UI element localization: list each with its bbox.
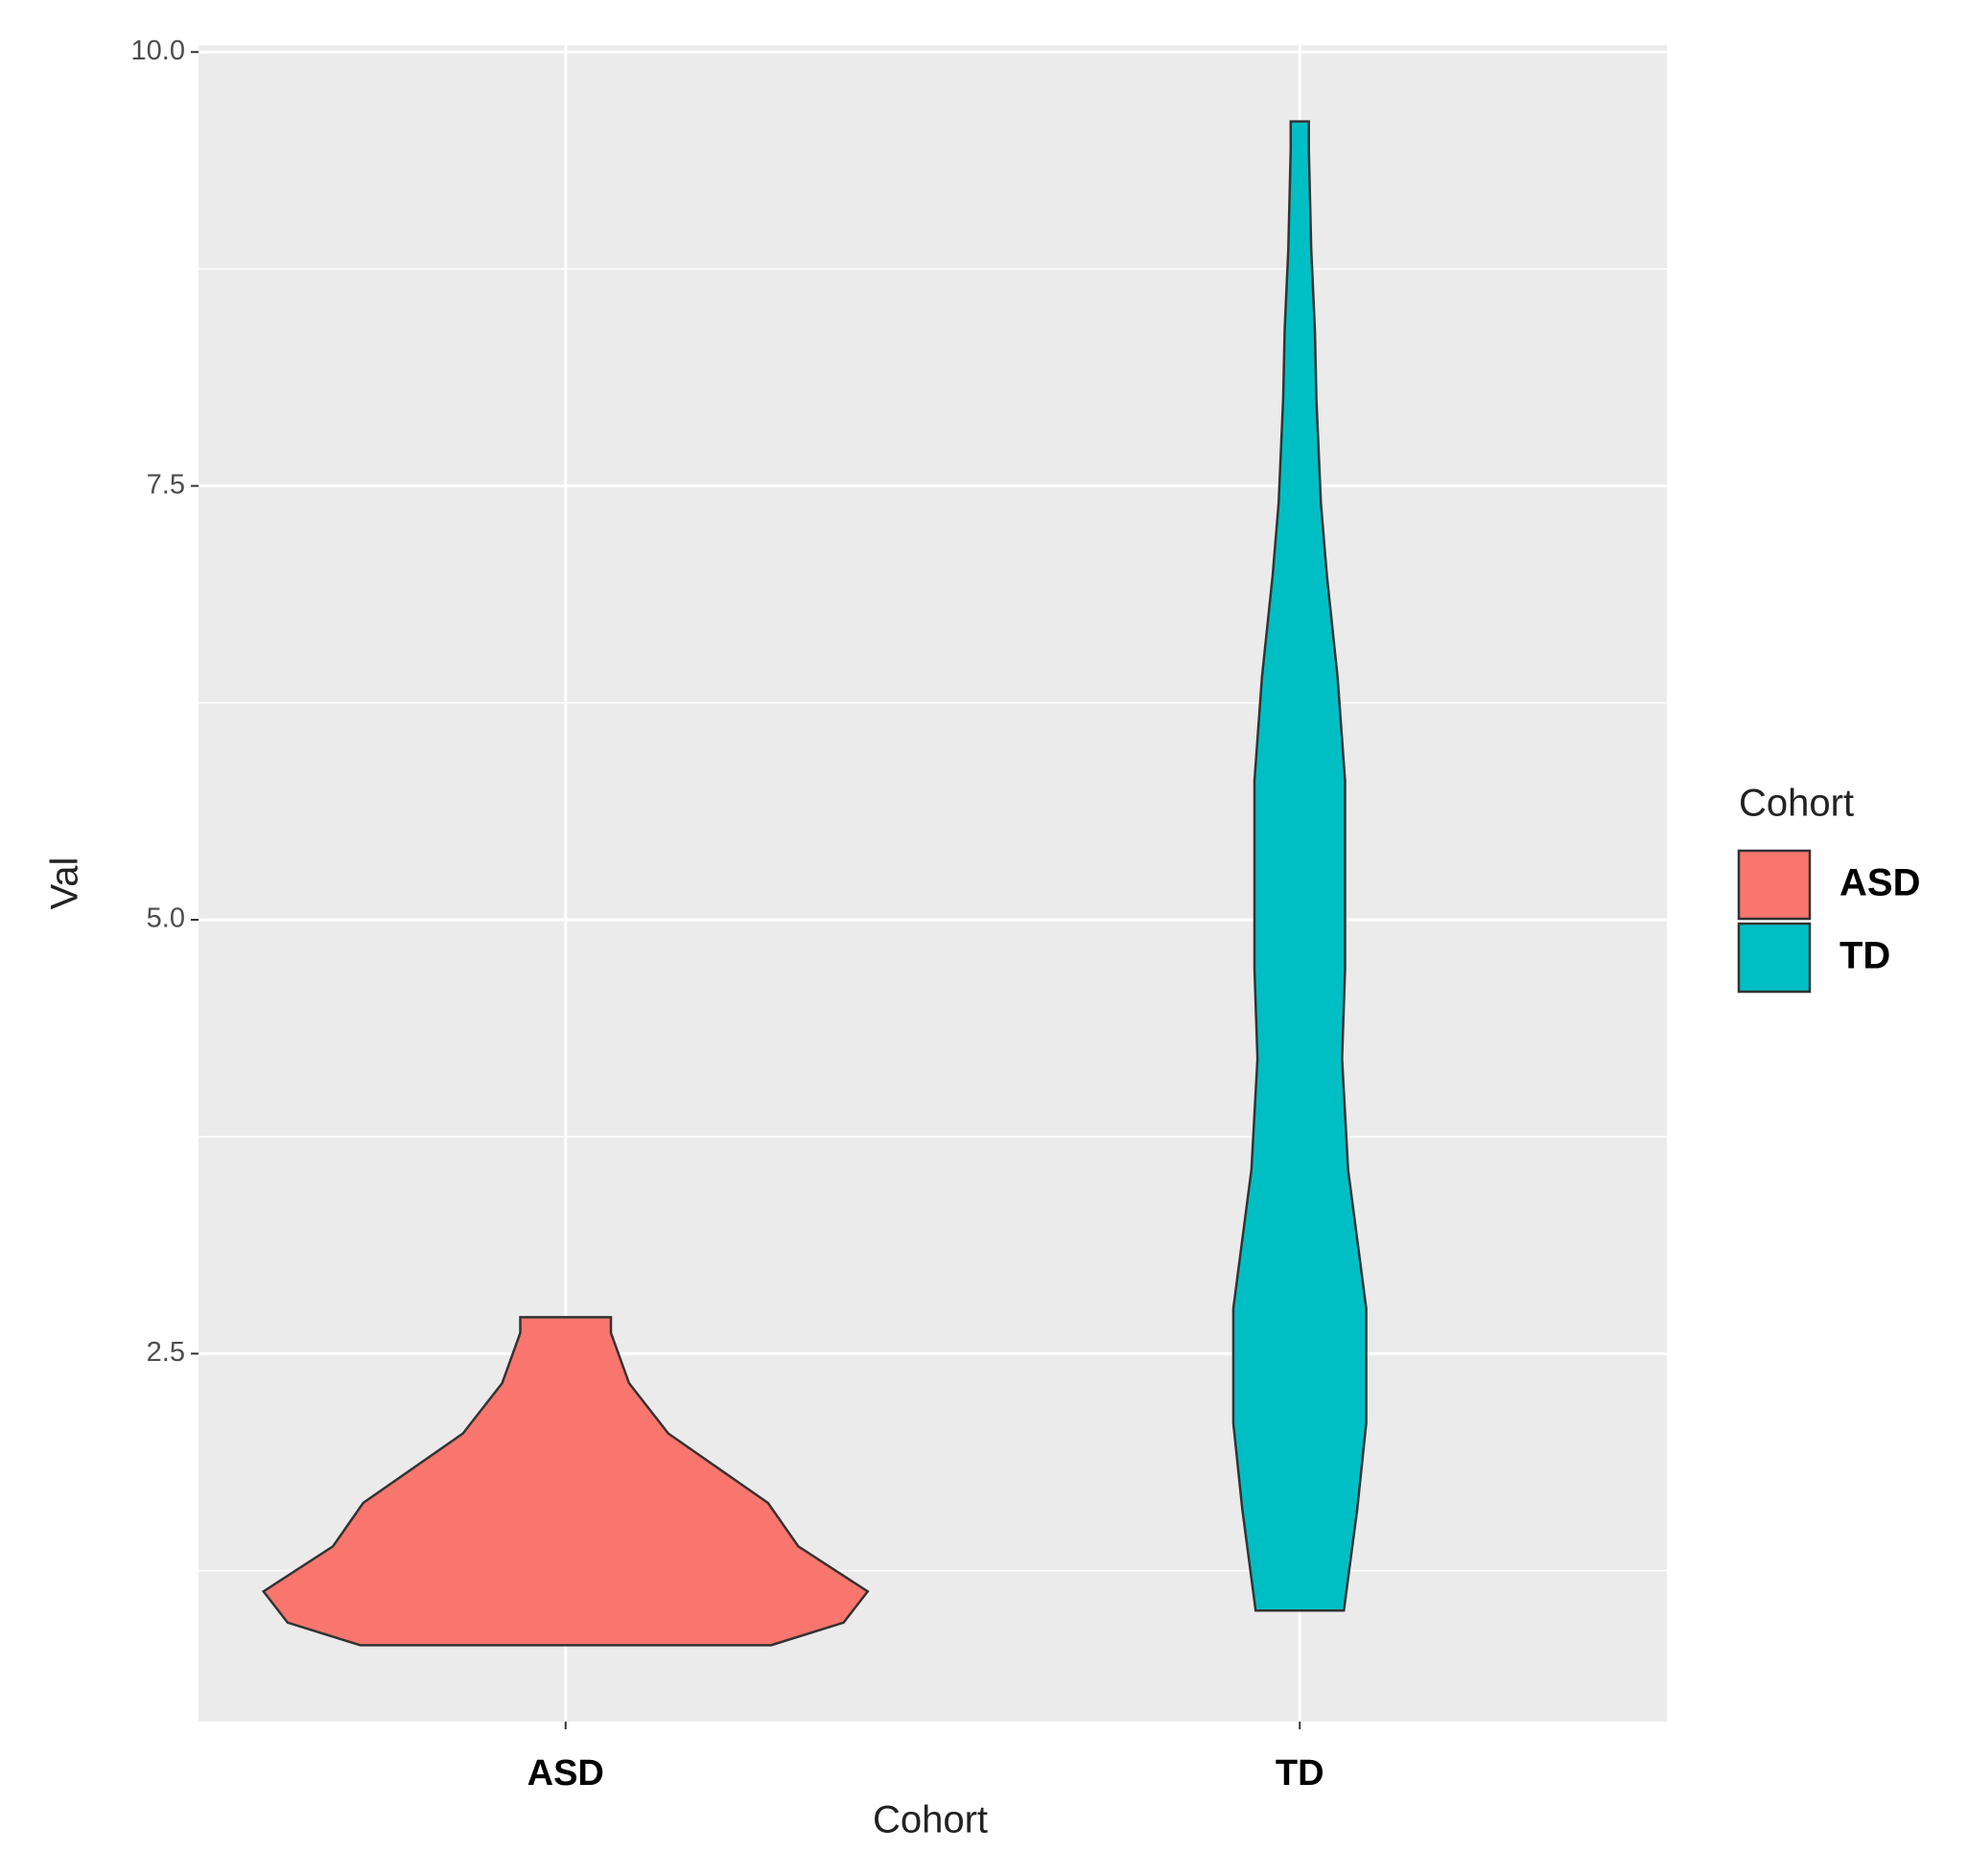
x-tick-label: ASD (527, 1753, 604, 1794)
legend-label: ASD (1839, 862, 1920, 904)
legend-key (1737, 922, 1812, 994)
legend-title: Cohort (1739, 783, 1854, 825)
violin (1231, 120, 1368, 1612)
y-tick-label: 7.5 (147, 469, 185, 500)
x-axis-label: Cohort (873, 1799, 988, 1841)
y-axis-label: Val (44, 857, 86, 910)
legend-key (1737, 849, 1812, 921)
violin (261, 1316, 870, 1647)
legend-label: TD (1839, 935, 1890, 977)
panel (199, 45, 1667, 1722)
y-tick-label: 2.5 (147, 1337, 185, 1368)
y-tick-label: 5.0 (147, 903, 185, 934)
y-tick-label: 10.0 (131, 35, 185, 66)
x-tick-label: TD (1276, 1753, 1324, 1794)
